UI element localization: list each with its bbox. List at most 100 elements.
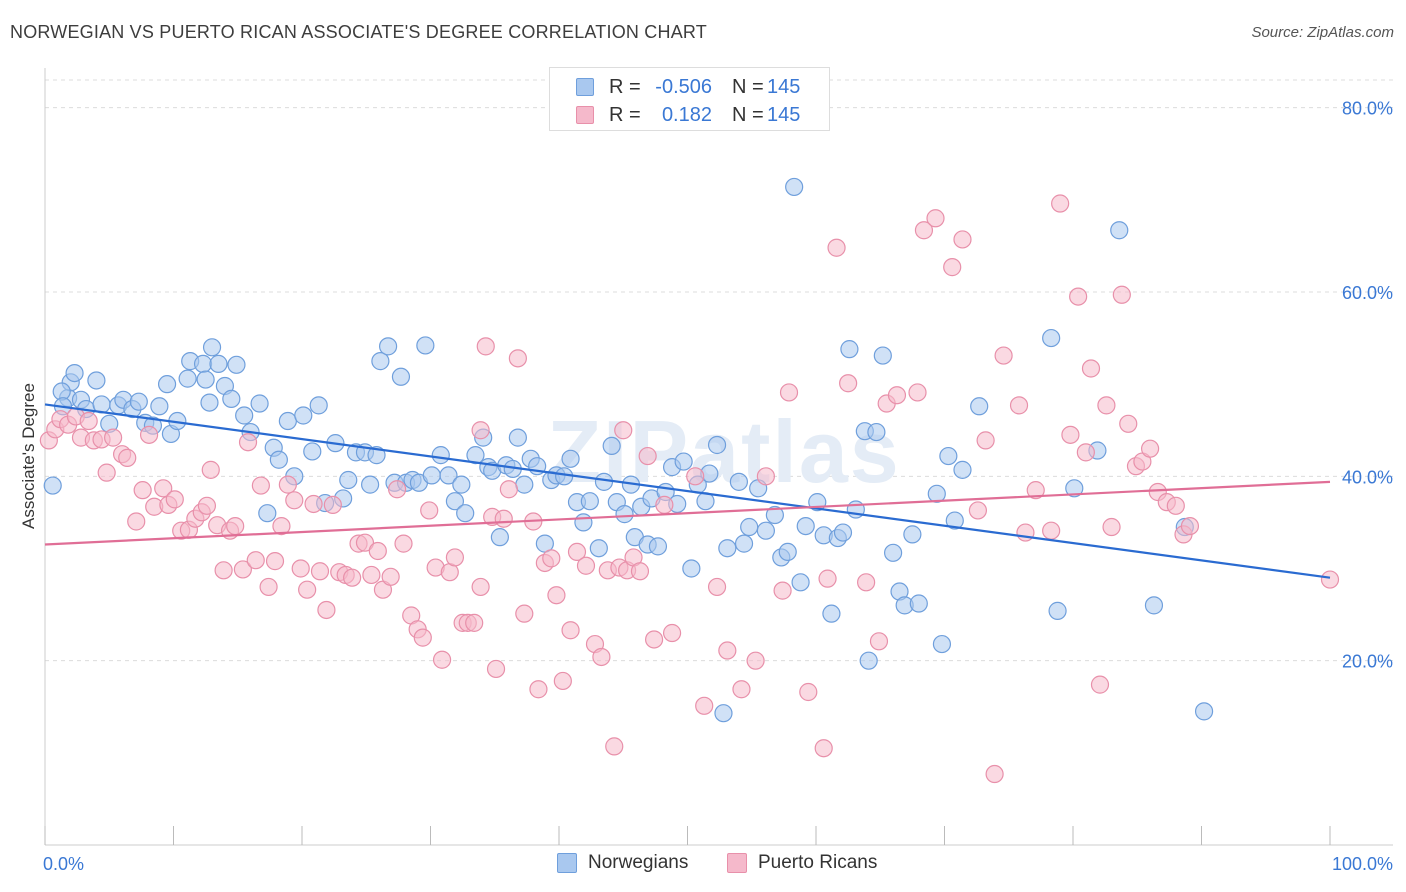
norwegians-swatch	[557, 853, 577, 873]
norwegians-point	[945, 511, 964, 530]
puerto-ricans-point	[127, 512, 146, 531]
puerto-ricans-point	[79, 411, 98, 431]
norwegians-point	[1042, 328, 1061, 348]
puerto-ricans-point	[887, 386, 907, 405]
norwegians-point	[445, 492, 465, 511]
norwegians-point	[932, 634, 952, 654]
norwegians-point	[490, 528, 509, 547]
r-label: R =	[609, 76, 641, 98]
puerto-ricans-point	[1026, 481, 1045, 500]
chart-title: NORWEGIAN VS PUERTO RICAN ASSOCIATE'S DE…	[10, 22, 707, 42]
n-label: N =	[732, 104, 764, 126]
puerto-ricans-point	[1081, 359, 1101, 378]
puerto-ricans-swatch	[727, 853, 747, 873]
puerto-ricans-point	[976, 431, 995, 450]
puerto-ricans-point	[1009, 396, 1029, 415]
norwegians-point	[278, 411, 297, 431]
norwegians-point	[456, 504, 475, 523]
norwegians-point	[674, 452, 693, 471]
norwegians-label: Norwegians	[588, 852, 689, 873]
puerto-ricans-point	[304, 494, 323, 514]
puerto-ricans-point	[1166, 496, 1185, 515]
norwegians-point	[840, 340, 859, 359]
puerto-ricans-points	[39, 194, 1340, 784]
puerto-ricans-point	[133, 481, 152, 500]
norwegians-point	[43, 476, 62, 495]
norwegians-point	[953, 460, 972, 479]
puerto-ricans-point	[1051, 194, 1070, 213]
puerto-ricans-point	[943, 258, 962, 277]
norwegians-point	[222, 389, 241, 409]
puerto-ricans-point	[238, 433, 258, 452]
norwegians-point	[648, 537, 668, 556]
norwegians-point	[859, 651, 878, 670]
puerto-ricans-point	[655, 495, 674, 514]
x-tick-label-max: 100.0%	[1332, 854, 1393, 874]
r-value: -0.506	[655, 76, 712, 98]
norwegians-point	[883, 543, 903, 562]
norwegians-point	[65, 363, 84, 383]
puerto-ricans-point	[529, 680, 548, 699]
norwegians-point	[1065, 479, 1084, 498]
puerto-ricans-point	[732, 680, 751, 699]
norwegians-point	[785, 177, 804, 197]
legend-row-norwegians: R = -0.506 N = 145	[550, 73, 829, 101]
norwegians-point	[756, 521, 775, 540]
norwegians-point	[178, 369, 197, 388]
puerto-ricans-point	[718, 641, 737, 660]
norwegians-points	[43, 177, 1214, 723]
y-tick-label: 20.0%	[1342, 652, 1393, 672]
norwegians-point	[361, 475, 380, 494]
puerto-ricans-point	[592, 647, 611, 667]
puerto-ricans-point	[233, 560, 252, 579]
norwegians-point	[129, 392, 148, 411]
puerto-ricans-point	[1042, 521, 1061, 540]
puerto-ricans-point	[323, 495, 342, 514]
puerto-ricans-point	[272, 516, 291, 536]
puerto-ricans-point	[827, 238, 846, 257]
norwegians-point	[391, 367, 411, 386]
puerto-ricans-point	[547, 586, 566, 605]
r-label: R =	[609, 104, 641, 126]
puerto-ricans-point	[445, 548, 465, 567]
norwegians-point	[431, 446, 450, 465]
puerto-ricans-point	[246, 551, 265, 570]
puerto-ricans-point	[576, 556, 596, 575]
norwegians-point	[157, 375, 177, 394]
norwegians-point	[339, 470, 358, 490]
norwegians-point	[796, 516, 815, 536]
puerto-ricans-point	[1061, 425, 1080, 444]
puerto-ricans-point	[381, 567, 400, 586]
puerto-ricans-point	[368, 541, 387, 561]
puerto-ricans-point	[494, 509, 513, 528]
puerto-ricans-swatch	[576, 106, 594, 124]
norwegians-point	[791, 573, 810, 592]
puerto-ricans-point	[278, 475, 297, 494]
correlation-legend: R = -0.506 N = 145 R = 0.182 N = 145	[549, 67, 830, 131]
puerto-ricans-point	[605, 737, 624, 756]
puerto-ricans-point	[968, 501, 988, 520]
puerto-ricans-point	[1076, 443, 1095, 462]
norwegians-point	[371, 352, 390, 371]
puerto-ricans-point	[908, 383, 927, 402]
puerto-ricans-point	[226, 516, 245, 536]
norwegians-swatch	[576, 78, 594, 96]
puerto-ricans-point	[104, 428, 123, 447]
axes	[44, 68, 1393, 846]
norwegians-point	[909, 594, 928, 613]
norwegians-point	[580, 492, 599, 511]
n-value: 145	[767, 76, 801, 98]
puerto-ricans-point	[317, 600, 336, 620]
puerto-ricans-point	[508, 349, 527, 368]
puerto-ricans-point	[985, 764, 1004, 784]
puerto-ricans-point	[914, 221, 934, 240]
puerto-ricans-point	[387, 480, 407, 499]
norwegians-point	[873, 346, 892, 365]
norwegians-point	[422, 466, 441, 485]
n-value: 145	[767, 104, 801, 126]
puerto-ricans-point	[251, 476, 270, 495]
norwegians-point	[309, 396, 328, 415]
norwegians-point	[714, 704, 733, 723]
norwegians-point	[574, 513, 593, 532]
